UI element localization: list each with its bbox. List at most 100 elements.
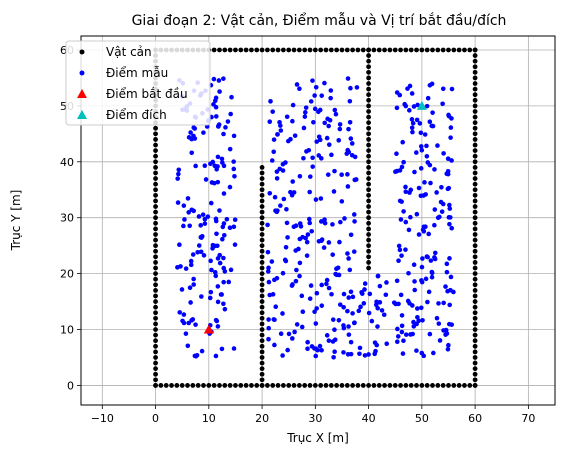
sample-point bbox=[422, 132, 428, 137]
sample-point bbox=[401, 209, 406, 214]
sample-point bbox=[325, 172, 331, 177]
sample-point bbox=[444, 261, 450, 267]
sample-point bbox=[407, 83, 413, 89]
sample-point bbox=[445, 346, 451, 352]
sample-point bbox=[345, 76, 351, 81]
sample-point bbox=[222, 306, 228, 312]
sample-point bbox=[217, 89, 222, 94]
sample-point bbox=[337, 126, 343, 132]
sample-point bbox=[447, 302, 452, 308]
obstacle-point bbox=[435, 383, 441, 388]
sample-point bbox=[229, 94, 234, 100]
obstacle-point bbox=[403, 383, 409, 388]
sample-point bbox=[297, 236, 303, 242]
sample-point bbox=[227, 225, 233, 231]
sample-point bbox=[208, 258, 213, 264]
sample-point bbox=[415, 315, 420, 320]
sample-point bbox=[424, 103, 430, 109]
sample-point bbox=[299, 324, 305, 330]
obstacle-point bbox=[158, 383, 164, 388]
sample-point bbox=[407, 108, 412, 113]
sample-point bbox=[217, 260, 223, 266]
sample-point bbox=[290, 102, 296, 108]
sample-point bbox=[313, 84, 319, 90]
sample-point bbox=[384, 280, 389, 285]
sample-point bbox=[319, 347, 324, 353]
sample-point bbox=[271, 137, 277, 142]
sample-point bbox=[269, 158, 275, 163]
sample-point bbox=[432, 207, 438, 212]
obstacle-point bbox=[472, 53, 478, 58]
obstacle-point bbox=[275, 47, 281, 53]
sample-point bbox=[425, 95, 431, 101]
obstacle-point bbox=[446, 47, 451, 53]
sample-point bbox=[272, 194, 278, 200]
sample-point bbox=[418, 130, 424, 136]
sample-point bbox=[345, 251, 350, 256]
sample-point bbox=[319, 219, 324, 224]
obstacle-point bbox=[259, 282, 265, 288]
obstacle-point bbox=[472, 92, 478, 98]
obstacle-point bbox=[265, 47, 270, 53]
obstacle-point bbox=[366, 53, 371, 58]
obstacle-point bbox=[472, 75, 478, 81]
obstacle-point bbox=[174, 383, 180, 388]
sample-point bbox=[435, 143, 440, 148]
obstacle-point bbox=[153, 176, 158, 181]
sample-point bbox=[277, 166, 283, 172]
sample-point bbox=[298, 224, 304, 229]
sample-point bbox=[220, 160, 225, 165]
sample-point bbox=[191, 208, 197, 214]
sample-point bbox=[408, 187, 414, 193]
obstacle-point bbox=[472, 299, 478, 304]
sample-point bbox=[189, 136, 194, 142]
sample-point bbox=[216, 78, 222, 83]
obstacle-point bbox=[366, 248, 371, 254]
sample-point bbox=[207, 295, 213, 301]
obstacle-point bbox=[366, 97, 371, 103]
sample-point bbox=[432, 222, 437, 228]
obstacle-point bbox=[472, 265, 478, 271]
sample-point bbox=[441, 151, 446, 156]
obstacle-point bbox=[153, 315, 158, 321]
obstacle-point bbox=[153, 232, 158, 237]
sample-point bbox=[339, 172, 344, 177]
obstacle-point bbox=[259, 237, 265, 243]
obstacle-point bbox=[259, 204, 265, 209]
obstacle-point bbox=[366, 237, 371, 243]
sample-point bbox=[324, 333, 330, 338]
sample-point bbox=[348, 136, 354, 141]
sample-point bbox=[304, 253, 310, 258]
obstacle-point bbox=[163, 383, 169, 388]
sample-point bbox=[421, 229, 427, 234]
sample-point bbox=[297, 260, 303, 266]
obstacle-point bbox=[472, 103, 478, 109]
sample-point bbox=[326, 338, 332, 343]
sample-point bbox=[221, 76, 226, 81]
sample-point bbox=[393, 301, 399, 307]
sample-point bbox=[265, 222, 270, 228]
obstacle-point bbox=[366, 137, 371, 142]
sample-point bbox=[348, 85, 353, 91]
sample-point bbox=[448, 135, 453, 140]
obstacle-point bbox=[472, 86, 478, 92]
obstacle-point bbox=[238, 383, 244, 388]
obstacle-point bbox=[472, 170, 478, 176]
obstacle-point bbox=[376, 47, 382, 53]
sample-point bbox=[304, 239, 310, 245]
obstacle-point bbox=[366, 142, 371, 148]
sample-point bbox=[175, 176, 180, 181]
sample-point bbox=[231, 133, 237, 139]
sample-point bbox=[427, 119, 433, 125]
sample-point bbox=[210, 242, 216, 248]
sample-point bbox=[439, 209, 445, 214]
sample-point bbox=[332, 327, 337, 332]
sample-point bbox=[432, 167, 437, 172]
obstacle-point bbox=[291, 383, 297, 388]
sample-point bbox=[221, 131, 226, 137]
obstacle-point bbox=[153, 332, 158, 338]
sample-point bbox=[215, 256, 221, 261]
sample-point bbox=[331, 354, 336, 360]
obstacle-point bbox=[376, 383, 382, 388]
obstacle-point bbox=[217, 47, 222, 53]
